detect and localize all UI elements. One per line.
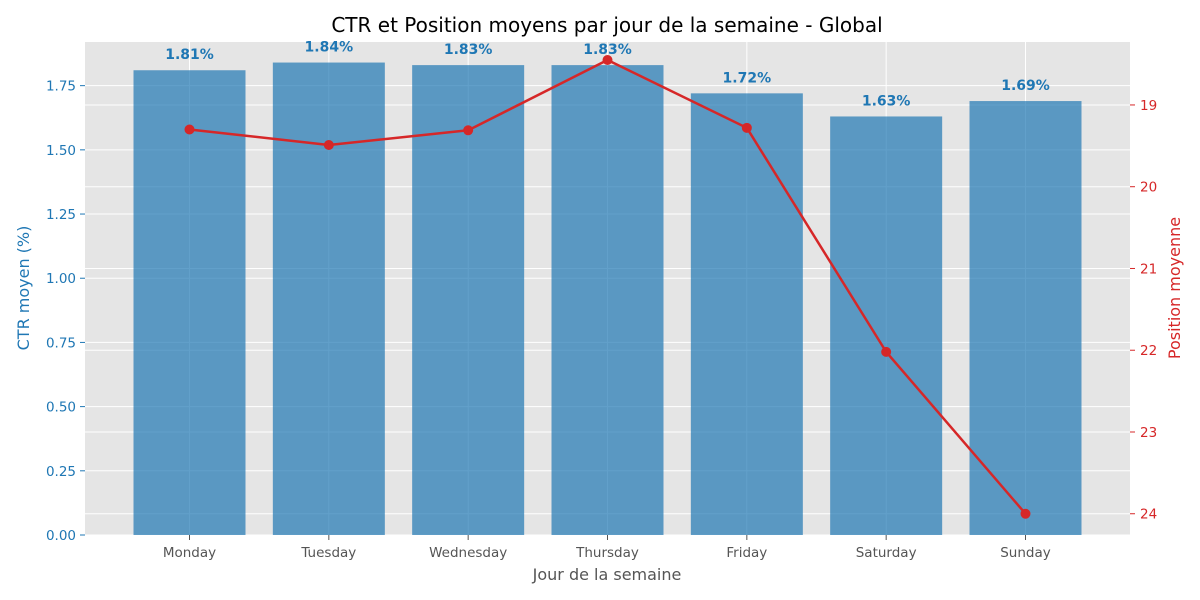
bar-value-label: 1.84% <box>305 40 354 56</box>
y2-tick-label: 24 <box>1140 507 1157 523</box>
position-point <box>881 346 892 357</box>
x-tick-label: Sunday <box>1000 545 1051 561</box>
x-tick-label: Friday <box>726 545 767 561</box>
y-tick-label: 0.00 <box>46 528 76 544</box>
position-point <box>1020 508 1031 519</box>
x-axis-ticks: Monday Tuesday Wednesday Thursday Friday Satu… <box>163 535 1051 561</box>
x-tick-label: Saturday <box>856 545 917 561</box>
y-tick-label: 0.25 <box>46 464 76 480</box>
data-labels: 1.81% 1.84% 1.83% 1.83% 1.72% 1.63% 1.69% <box>165 40 1050 110</box>
y-tick-label: 1.75 <box>46 79 76 95</box>
position-point <box>602 54 613 65</box>
x-tick-label: Thursday <box>575 545 639 561</box>
y-tick-label: 1.50 <box>46 143 76 159</box>
chart-title: CTR et Position moyens par jour de la se… <box>331 13 882 37</box>
y2-tick-label: 23 <box>1140 425 1157 441</box>
x-tick-label: Monday <box>163 545 216 561</box>
position-point <box>323 140 334 151</box>
bar-series <box>133 62 1082 536</box>
x-tick-label: Wednesday <box>429 545 507 561</box>
bar <box>412 65 525 535</box>
bar <box>690 93 803 536</box>
bar <box>133 70 246 536</box>
bar-value-label: 1.63% <box>862 93 911 109</box>
y2-tick-label: 21 <box>1140 261 1157 277</box>
y2-tick-label: 22 <box>1140 343 1157 359</box>
bar <box>830 116 943 536</box>
position-point <box>741 122 752 133</box>
y-tick-label: 0.75 <box>46 335 76 351</box>
y-axis-label: CTR moyen (%) <box>14 226 33 351</box>
x-axis-label: Jour de la semaine <box>532 565 682 584</box>
bar-value-label: 1.81% <box>165 47 214 63</box>
bar <box>272 62 385 536</box>
position-point <box>184 124 195 135</box>
line-series <box>184 54 1031 519</box>
bar-value-label: 1.83% <box>583 42 632 58</box>
y2-axis-ticks: 19 20 21 22 23 24 <box>1130 98 1157 523</box>
y-tick-label: 1.25 <box>46 207 76 223</box>
x-tick-label: Tuesday <box>300 545 356 561</box>
y-axis-ticks: 0.00 0.25 0.50 0.75 1.00 1.25 1.50 1.75 <box>46 79 85 544</box>
y2-axis-label: Position moyenne <box>1165 217 1184 359</box>
y2-tick-label: 19 <box>1140 98 1157 114</box>
bar-value-label: 1.72% <box>723 70 772 86</box>
bar-value-label: 1.69% <box>1001 78 1050 94</box>
y-tick-label: 0.50 <box>46 400 76 416</box>
bar-value-label: 1.83% <box>444 42 493 58</box>
bar <box>969 101 1082 536</box>
bar <box>551 65 664 535</box>
y-tick-label: 1.00 <box>46 271 76 287</box>
y2-tick-label: 20 <box>1140 180 1157 196</box>
position-point <box>463 125 474 136</box>
